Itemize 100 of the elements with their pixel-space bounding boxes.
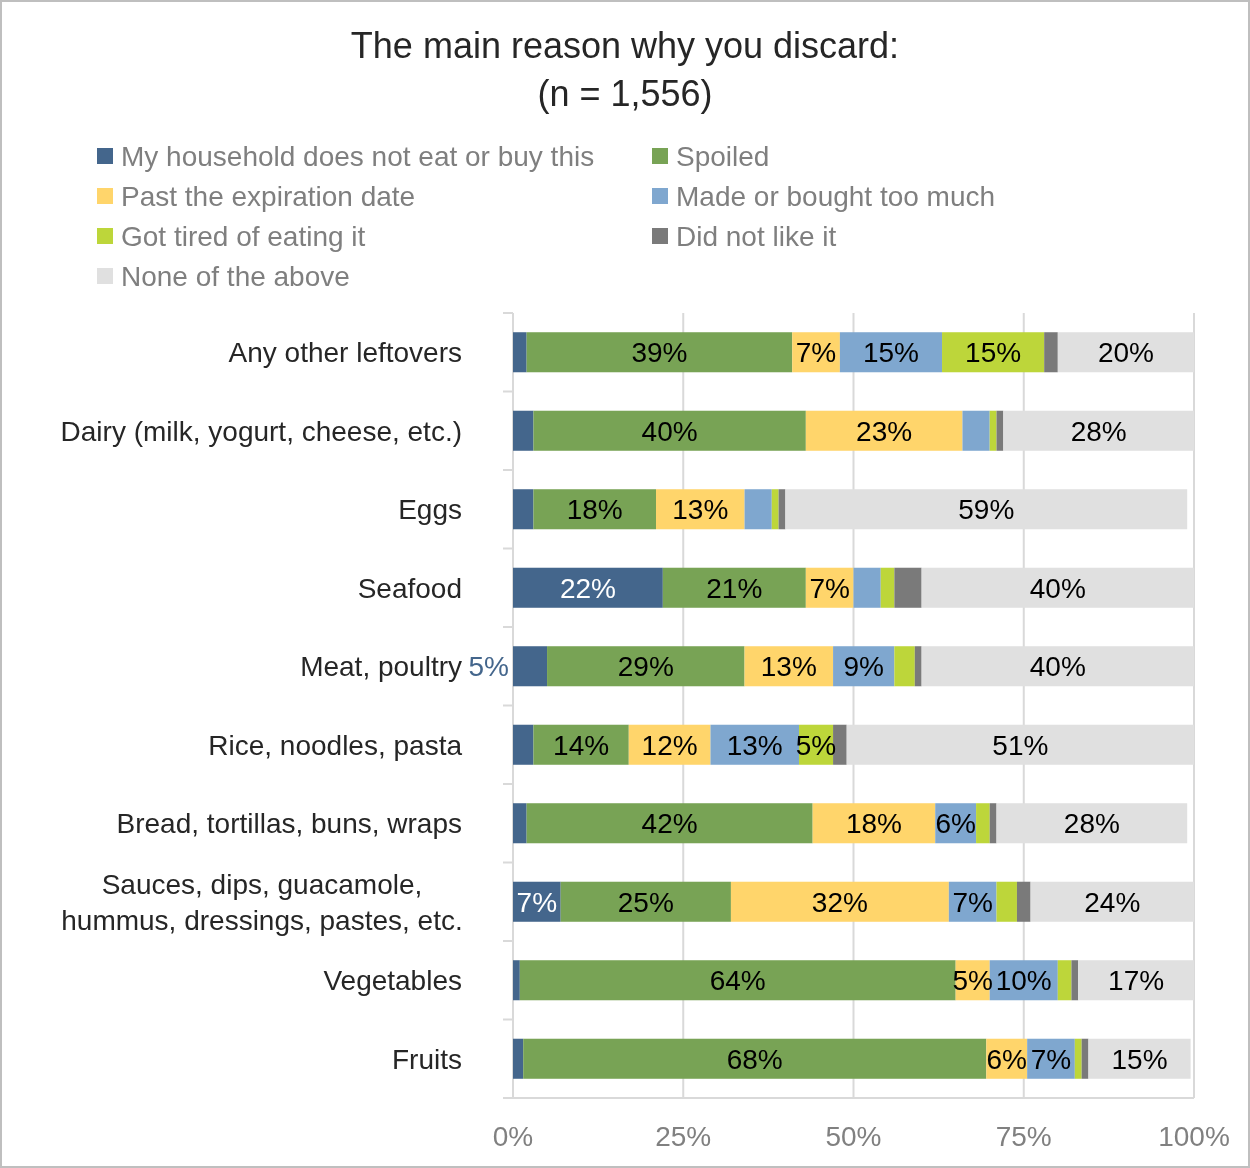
data-label: 29%: [617, 651, 674, 683]
bar: [513, 724, 534, 765]
data-label: 13%: [726, 729, 783, 761]
bar: [730, 881, 949, 922]
data-label: 15%: [862, 337, 919, 369]
bar: [989, 410, 997, 451]
bar: [1016, 881, 1031, 922]
data-label: 5%: [952, 965, 993, 997]
data-label: 7%: [516, 886, 558, 918]
bar: [833, 724, 847, 765]
bar: [1044, 332, 1058, 373]
data-label: 7%: [1030, 1043, 1072, 1075]
bar: [996, 881, 1017, 922]
bar: [513, 567, 663, 608]
data-label: 28%: [1063, 808, 1120, 840]
data-label: 13%: [760, 651, 817, 683]
data-label: 23%: [856, 415, 913, 447]
x-tick-label: 100%: [1158, 1120, 1230, 1152]
bar: [533, 489, 657, 530]
legend-label: Past the expiration date: [121, 180, 416, 212]
legend-label: None of the above: [121, 260, 350, 292]
data-label: 15%: [965, 337, 1022, 369]
data-label: 39%: [631, 337, 688, 369]
y-tick-label: Eggs: [398, 494, 462, 526]
bar: [880, 567, 895, 608]
bar: [547, 646, 745, 687]
data-label: 40%: [641, 415, 698, 447]
y-tick-label: Dairy (milk, yogurt, cheese, etc.): [60, 415, 462, 447]
bar: [533, 410, 806, 451]
bar: [526, 803, 813, 844]
data-label: 14%: [553, 729, 610, 761]
bar: [513, 489, 534, 530]
y-tick-label: Any other leftovers: [228, 337, 462, 369]
y-tick-label: Meat, poultry: [300, 651, 462, 683]
y-tick-label: Seafood: [357, 572, 462, 604]
bar: [1071, 960, 1079, 1001]
data-label: 25%: [617, 886, 674, 918]
x-tick-label: 50%: [825, 1120, 882, 1152]
data-label: 6%: [935, 808, 976, 840]
data-label: 28%: [1070, 415, 1127, 447]
x-tick-label: 75%: [995, 1120, 1052, 1152]
bar: [513, 803, 527, 844]
data-label: 7%: [809, 572, 850, 604]
bar: [853, 567, 881, 608]
data-label: 6%: [986, 1043, 1027, 1075]
data-label: 42%: [641, 808, 698, 840]
data-label: 7%: [795, 337, 837, 369]
bar: [662, 567, 806, 608]
data-label: 32%: [811, 886, 868, 918]
bar: [513, 960, 520, 1001]
legend-label: Made or bought too much: [676, 180, 996, 212]
y-tick-label: Fruits: [392, 1043, 462, 1075]
data-label: 20%: [1097, 337, 1154, 369]
bar: [1074, 1038, 1082, 1079]
data-label: 40%: [1029, 651, 1086, 683]
data-label: 68%: [726, 1043, 783, 1075]
bar: [1057, 960, 1072, 1001]
bar: [771, 489, 779, 530]
bar: [526, 332, 793, 373]
bar: [513, 332, 527, 373]
bar: [989, 803, 997, 844]
data-label: 22%: [559, 572, 616, 604]
legend-label: Got tired of eating it: [121, 220, 366, 252]
data-label: 18%: [845, 808, 902, 840]
data-label: 12%: [641, 729, 698, 761]
data-label: 24%: [1084, 886, 1141, 918]
legend-label: Spoiled: [676, 140, 770, 172]
bar: [560, 881, 731, 922]
data-label: 64%: [709, 965, 766, 997]
bar: [962, 410, 990, 451]
data-label: 21%: [706, 572, 763, 604]
bar: [513, 410, 534, 451]
data-label: 17%: [1108, 965, 1165, 997]
y-tick-label: Bread, tortillas, buns, wraps: [116, 808, 462, 840]
legend-label: Did not like it: [676, 220, 837, 252]
bar: [894, 646, 915, 687]
chart-title: The main reason why you discard: (n = 1,556): [350, 24, 900, 115]
data-label: 13%: [672, 494, 729, 526]
y-tick-label: Vegetables: [323, 965, 462, 997]
y-tick-label: Rice, noodles, pasta: [208, 729, 463, 761]
bar: [976, 803, 990, 844]
y-tick-label: Sauces, dips, guacamole, hummus, dressings, pastes, etc.: [61, 868, 463, 936]
bar: [513, 1038, 524, 1079]
bar: [894, 567, 922, 608]
legend-label: My household does not eat or buy this: [121, 140, 595, 172]
bar: [744, 489, 772, 530]
data-label: 9%: [843, 651, 884, 683]
bar: [805, 410, 963, 451]
bar: [523, 1038, 987, 1079]
data-label: 15%: [1111, 1043, 1168, 1075]
data-label: 5%: [468, 651, 509, 683]
data-label: 51%: [992, 729, 1049, 761]
data-label: 7%: [952, 886, 993, 918]
bar: [914, 646, 922, 687]
data-label: 10%: [995, 965, 1052, 997]
data-label: 18%: [566, 494, 623, 526]
x-tick-label: 0%: [492, 1120, 534, 1152]
bar: [513, 646, 548, 687]
x-tick-label: 25%: [655, 1120, 712, 1152]
data-label: 40%: [1029, 572, 1086, 604]
